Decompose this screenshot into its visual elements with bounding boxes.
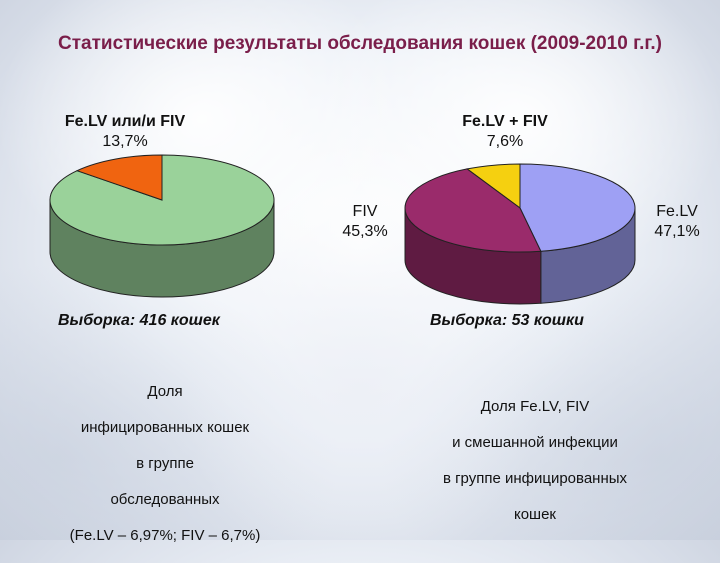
right-slice-fiv-value: 45,3% — [342, 223, 388, 240]
left-caption-line: Доля — [147, 383, 183, 400]
right-caption-line: кошек — [513, 506, 556, 523]
right-slice-felv-name: Fe.LV — [656, 203, 698, 220]
right-slice-label-fiv: FIV 45,3% — [330, 202, 400, 242]
right-sample-size: Выборка: 53 кошки — [430, 312, 584, 329]
charts-canvas — [49, 154, 636, 305]
right-slice-mixed-name: Fe.LV + FIV — [462, 113, 548, 130]
right-caption-line: Доля Fe.LV, FIV — [480, 398, 590, 415]
left-sample-size: Выборка: 416 кошек — [58, 312, 220, 329]
pie-1-slice-2 — [404, 168, 542, 253]
pie-0-slice-1 — [75, 154, 163, 201]
left-slice-label: Fe.LV или/и FIV 13,7% — [40, 112, 210, 152]
left-caption: Доля инфицированных кошек в группе обсле… — [30, 365, 300, 563]
left-caption-line: в группе — [136, 455, 194, 472]
right-slice-label-felv: Fe.LV 47,1% — [642, 202, 712, 242]
pie-1-slice-1 — [519, 163, 636, 252]
left-caption-line: (Fe.LV – 6,97%; FIV – 6,7%) — [69, 527, 261, 544]
right-slice-mixed-value: 7,6% — [486, 133, 524, 150]
left-caption-line: инфицированных кошек — [80, 419, 250, 436]
right-caption-line: и смешанной инфекции — [452, 434, 618, 451]
right-slice-fiv-name: FIV — [352, 203, 378, 220]
pie-0 — [49, 154, 275, 298]
pie-1 — [404, 163, 636, 305]
page-title: Статистические результаты обследования к… — [58, 33, 662, 54]
right-slice-felv-value: 47,1% — [654, 223, 700, 240]
right-caption-line: в группе инфицированных — [442, 470, 628, 487]
left-caption-line: обследованных — [110, 491, 220, 508]
right-slice-label-mixed: Fe.LV + FIV 7,6% — [430, 112, 580, 152]
left-slice-label-name: Fe.LV или/и FIV — [64, 113, 186, 130]
right-caption: Доля Fe.LV, FIV и смешанной инфекции в г… — [395, 380, 675, 542]
left-slice-label-value: 13,7% — [102, 133, 148, 150]
